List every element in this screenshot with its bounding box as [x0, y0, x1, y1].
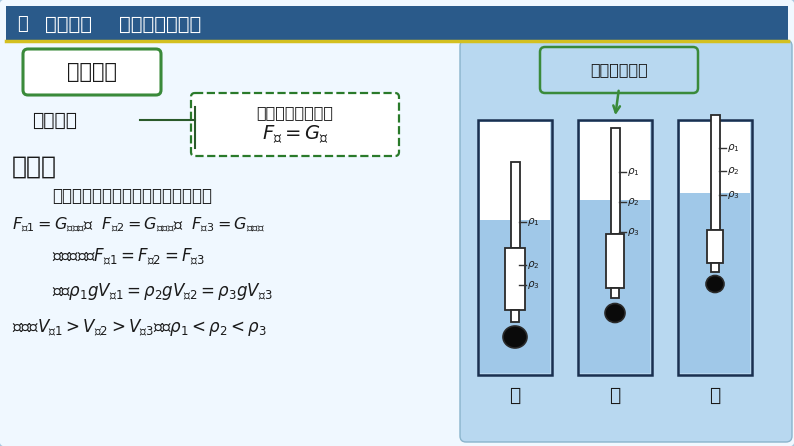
- Text: $\rho_3$: $\rho_3$: [627, 226, 640, 238]
- Bar: [707, 230, 723, 263]
- FancyBboxPatch shape: [23, 49, 161, 95]
- Text: $F_{浮}=G_{物}$: $F_{浮}=G_{物}$: [261, 124, 329, 146]
- Text: 由图知$V_{排1}>V_{排2}>V_{排3}$，故$\rho_1<\rho_2<\rho_3$: 由图知$V_{排1}>V_{排2}>V_{排3}$，故$\rho_1<\rho_…: [12, 318, 267, 339]
- Bar: [480, 220, 550, 373]
- Bar: [611, 128, 620, 234]
- Bar: [580, 200, 650, 373]
- Bar: [478, 120, 552, 375]
- Text: 🚀: 🚀: [17, 15, 27, 33]
- Text: 项目分析: 项目分析: [67, 62, 117, 82]
- Bar: [505, 248, 525, 310]
- Text: 丙: 丙: [709, 385, 721, 405]
- FancyBboxPatch shape: [6, 6, 788, 41]
- Text: $\rho_1$: $\rho_1$: [727, 142, 739, 154]
- Text: 同一支密度计: 同一支密度计: [590, 62, 648, 78]
- Text: 分析：: 分析：: [12, 155, 57, 179]
- Text: 可以得到：$F_{浮1}=F_{浮2}=F_{浮3}$: 可以得到：$F_{浮1}=F_{浮2}=F_{浮3}$: [52, 247, 205, 267]
- Bar: [711, 263, 719, 272]
- Ellipse shape: [706, 276, 724, 293]
- Text: $\rho_2$: $\rho_2$: [727, 165, 739, 177]
- Bar: [611, 288, 619, 298]
- Ellipse shape: [503, 326, 527, 348]
- Ellipse shape: [605, 303, 625, 322]
- Bar: [511, 162, 520, 248]
- Text: $\rho_2$: $\rho_2$: [527, 259, 539, 271]
- Bar: [511, 310, 519, 322]
- Text: $\rho_1$: $\rho_1$: [527, 216, 540, 228]
- Bar: [578, 120, 652, 375]
- FancyBboxPatch shape: [460, 40, 792, 442]
- Text: $\rho_3$: $\rho_3$: [527, 279, 540, 291]
- Text: $\rho_2$: $\rho_2$: [627, 196, 639, 208]
- Bar: [680, 122, 750, 193]
- Bar: [711, 115, 720, 230]
- Bar: [580, 122, 650, 200]
- Text: 新知探究    制作微型密度计: 新知探究 制作微型密度计: [45, 15, 201, 33]
- Text: 乙: 乙: [609, 385, 621, 405]
- FancyBboxPatch shape: [191, 93, 399, 156]
- Text: 物体的漂浮条件：: 物体的漂浮条件：: [256, 106, 333, 120]
- FancyBboxPatch shape: [540, 47, 698, 93]
- Bar: [480, 122, 550, 220]
- Bar: [680, 193, 750, 373]
- Bar: [678, 120, 752, 375]
- Text: $\rho_1$: $\rho_1$: [627, 166, 640, 178]
- Text: 测量原理: 测量原理: [32, 111, 77, 129]
- Text: $\rho_3$: $\rho_3$: [727, 189, 740, 201]
- Text: $F_{浮1}=G_{密度计}$，  $F_{浮2}=G_{密度计}$，  $F_{浮3}=G_{密度计}$: $F_{浮1}=G_{密度计}$， $F_{浮2}=G_{密度计}$， $F_{…: [12, 215, 265, 235]
- Bar: [606, 234, 624, 288]
- Text: 密度计在三种液体中都漂浮，所以，: 密度计在三种液体中都漂浮，所以，: [52, 187, 212, 205]
- Text: 甲: 甲: [510, 385, 521, 405]
- Text: 即：$\rho_1 g V_{排1}=\rho_2 g V_{排2}=\rho_3 g V_{排3}$: 即：$\rho_1 g V_{排1}=\rho_2 g V_{排2}=\rho_…: [52, 281, 272, 302]
